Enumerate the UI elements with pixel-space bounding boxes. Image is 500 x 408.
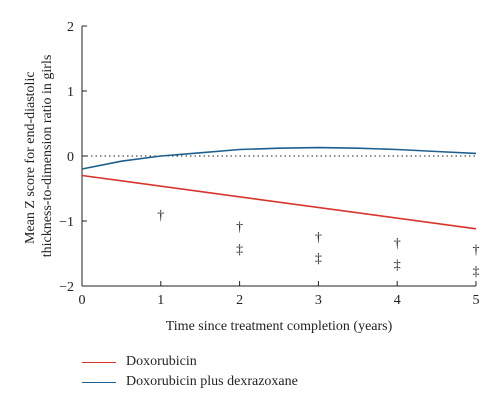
series-layer bbox=[81, 146, 477, 230]
dagger-marker: † bbox=[236, 220, 243, 235]
y-tick-label: −2 bbox=[59, 280, 74, 295]
series-line-doxorubicin bbox=[81, 174, 477, 230]
y-tick-label: −1 bbox=[59, 215, 74, 230]
double-dagger-marker: ‡ bbox=[394, 258, 401, 273]
y-tick-label: 2 bbox=[67, 20, 74, 35]
double-dagger-marker: ‡ bbox=[473, 264, 480, 279]
x-tick-label: 0 bbox=[79, 293, 86, 308]
x-ticks: 0 1 2 3 4 5 bbox=[79, 281, 480, 308]
x-tick-label: 2 bbox=[236, 293, 243, 308]
x-tick-label: 5 bbox=[473, 293, 480, 308]
legend-label-dexrazoxane: Doxorubicin plus dexrazoxane bbox=[126, 374, 298, 389]
x-axis-label: Time since treatment completion (years) bbox=[166, 319, 393, 334]
legend: Doxorubicin Doxorubicin plus dexrazoxane bbox=[82, 352, 402, 392]
x-tick-label: 1 bbox=[157, 293, 164, 308]
y-axis-label-line-2: thickness-to-dimension ratio in girls bbox=[40, 55, 55, 258]
x-tick-label: 4 bbox=[394, 293, 401, 308]
x-tick-label: 3 bbox=[315, 293, 322, 308]
legend-item-dexrazoxane: Doxorubicin plus dexrazoxane bbox=[82, 372, 402, 392]
series-line-dexrazoxane bbox=[81, 146, 477, 170]
double-dagger-marker: ‡ bbox=[315, 251, 322, 266]
significance-markers: † † ‡ † ‡ † ‡ † ‡ bbox=[157, 209, 479, 280]
dagger-marker: † bbox=[394, 236, 401, 251]
legend-label-doxorubicin: Doxorubicin bbox=[126, 354, 197, 369]
y-axis-label-line-1: Mean Z score for end-diastolic bbox=[23, 71, 38, 244]
double-dagger-marker: ‡ bbox=[236, 242, 243, 257]
legend-swatch-doxorubicin bbox=[82, 361, 116, 363]
legend-item-doxorubicin: Doxorubicin bbox=[82, 352, 402, 372]
legend-swatch-dexrazoxane bbox=[82, 381, 116, 383]
dagger-marker: † bbox=[157, 209, 164, 224]
dagger-marker: † bbox=[473, 243, 480, 258]
y-tick-label: 0 bbox=[67, 150, 74, 165]
y-tick-label: 1 bbox=[67, 85, 74, 100]
dagger-marker: † bbox=[315, 231, 322, 246]
y-ticks: 2 1 0 −1 −2 bbox=[59, 20, 87, 295]
y-axis-label: Mean Z score for end-diastolic thickness… bbox=[23, 55, 55, 258]
